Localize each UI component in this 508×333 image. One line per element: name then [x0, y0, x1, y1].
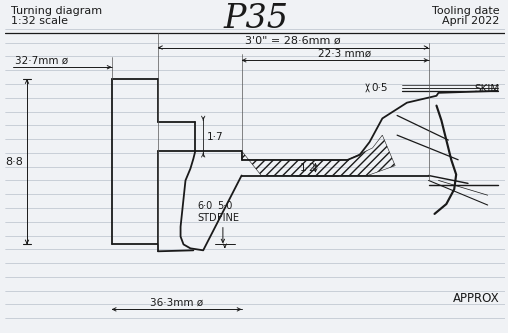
- Text: 32·7mm ø: 32·7mm ø: [15, 55, 68, 65]
- Text: P35: P35: [224, 3, 289, 35]
- Text: 1·7: 1·7: [207, 132, 224, 142]
- Text: 1·2: 1·2: [300, 163, 316, 172]
- Text: 5·0
FINE: 5·0 FINE: [217, 201, 239, 223]
- Text: April 2022: April 2022: [442, 16, 499, 26]
- Text: 8·8: 8·8: [5, 157, 23, 167]
- Text: SKIM: SKIM: [474, 84, 499, 94]
- Text: 0·5: 0·5: [371, 83, 388, 93]
- Text: 1:32 scale: 1:32 scale: [11, 16, 68, 26]
- Text: 6·0
STD: 6·0 STD: [197, 201, 217, 223]
- Text: 36·3mm ø: 36·3mm ø: [150, 297, 203, 307]
- Text: Tooling date: Tooling date: [432, 6, 499, 16]
- Text: Turning diagram: Turning diagram: [11, 6, 103, 16]
- Text: 3'0" = 28·6mm ø: 3'0" = 28·6mm ø: [245, 36, 340, 46]
- Text: 22·3 mmø: 22·3 mmø: [319, 48, 371, 58]
- Text: APPROX: APPROX: [453, 292, 499, 305]
